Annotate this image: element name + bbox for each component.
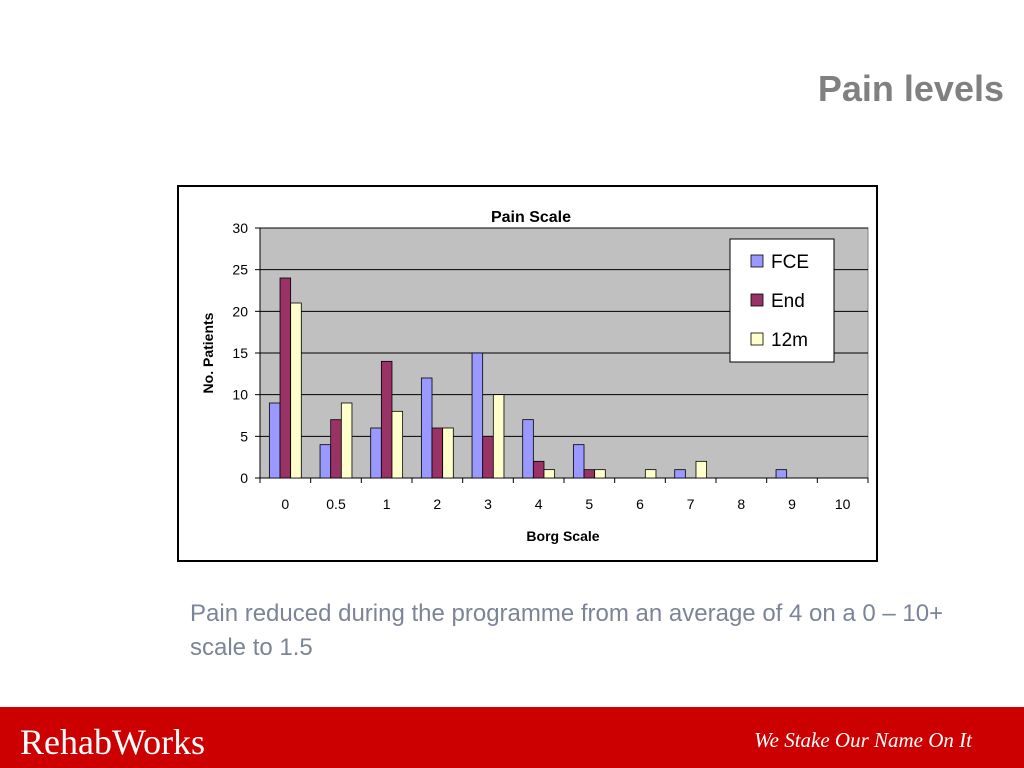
bar-12m-0: [290, 302, 302, 479]
bar-fce-4: [522, 419, 534, 479]
x-tick-label: 0.5: [326, 496, 346, 512]
slide-caption: Pain reduced during the programme from a…: [190, 600, 944, 661]
y-axis-label: No. Patients: [200, 312, 216, 393]
bar-fce-3: [471, 352, 484, 479]
slide-title: Pain levels: [817, 68, 1004, 109]
y-tick-label: 5: [240, 428, 248, 444]
bar-end-3: [482, 435, 494, 479]
x-tick-label: 3: [484, 496, 492, 512]
x-tick-label: 9: [788, 496, 796, 512]
x-tick-label: 8: [737, 496, 745, 512]
bar-fce-0.5: [319, 444, 332, 479]
legend-swatch-fce: [750, 254, 764, 268]
bar-12m-3: [492, 394, 505, 479]
x-tick-label: 5: [585, 496, 593, 512]
x-tick-label: 1: [383, 496, 391, 512]
footer-bar: RehabWorks We Stake Our Name On It: [0, 707, 1024, 768]
bar-fce-1: [370, 427, 382, 479]
x-tick-label: 2: [433, 496, 441, 512]
legend-swatch-end: [750, 293, 764, 307]
bar-12m-0.5: [340, 402, 353, 479]
legend-label-12m: 12m: [771, 330, 808, 351]
y-tick-label: 10: [232, 387, 248, 403]
x-tick-label: 10: [835, 496, 851, 512]
bar-end-0.5: [330, 419, 342, 479]
bar-12m-1: [391, 410, 404, 479]
bar-12m-6: [644, 469, 657, 479]
chart-title: Pain Scale: [491, 209, 571, 226]
x-tick-label: 6: [636, 496, 644, 512]
chart-legend: FCE End 12m: [729, 238, 835, 363]
x-tick-label: 7: [687, 496, 695, 512]
y-tick-label: 30: [232, 220, 248, 236]
bar-12m-7: [695, 460, 708, 479]
chart-svg: Pain Scale No. Patients Borg Scale 05101…: [200, 209, 869, 544]
bar-fce-2: [420, 377, 433, 479]
footer-tagline: We Stake Our Name On It: [754, 728, 972, 752]
bar-end-1: [380, 360, 393, 479]
footer-brand: RehabWorks: [20, 722, 206, 762]
y-tick-label: 20: [232, 303, 248, 319]
legend-label-end: End: [771, 291, 805, 312]
bar-fce-9: [775, 469, 788, 479]
legend-swatch-12m: [750, 332, 764, 346]
y-tick-label: 25: [232, 262, 248, 278]
bar-12m-4: [543, 469, 556, 479]
bar-fce-0: [268, 402, 281, 479]
x-axis-label: Borg Scale: [526, 528, 599, 544]
pain-scale-chart: Pain Scale No. Patients Borg Scale 0 5 10 1…: [177, 185, 878, 562]
legend-label-fce: FCE: [771, 252, 809, 273]
bar-fce-7: [674, 469, 686, 479]
x-tick-label: 0: [281, 496, 289, 512]
bar-end-0: [279, 277, 292, 479]
legend-box: [729, 238, 835, 363]
bar-end-5: [583, 469, 596, 479]
bar-fce-5: [572, 444, 585, 479]
bar-end-4: [532, 460, 545, 479]
bar-12m-2: [442, 427, 454, 479]
y-tick-label: 15: [232, 345, 248, 361]
y-tick-label: 0: [240, 470, 248, 486]
bar-12m-5: [594, 469, 606, 479]
x-tick-label: 4: [535, 496, 543, 512]
bar-end-2: [431, 427, 444, 479]
